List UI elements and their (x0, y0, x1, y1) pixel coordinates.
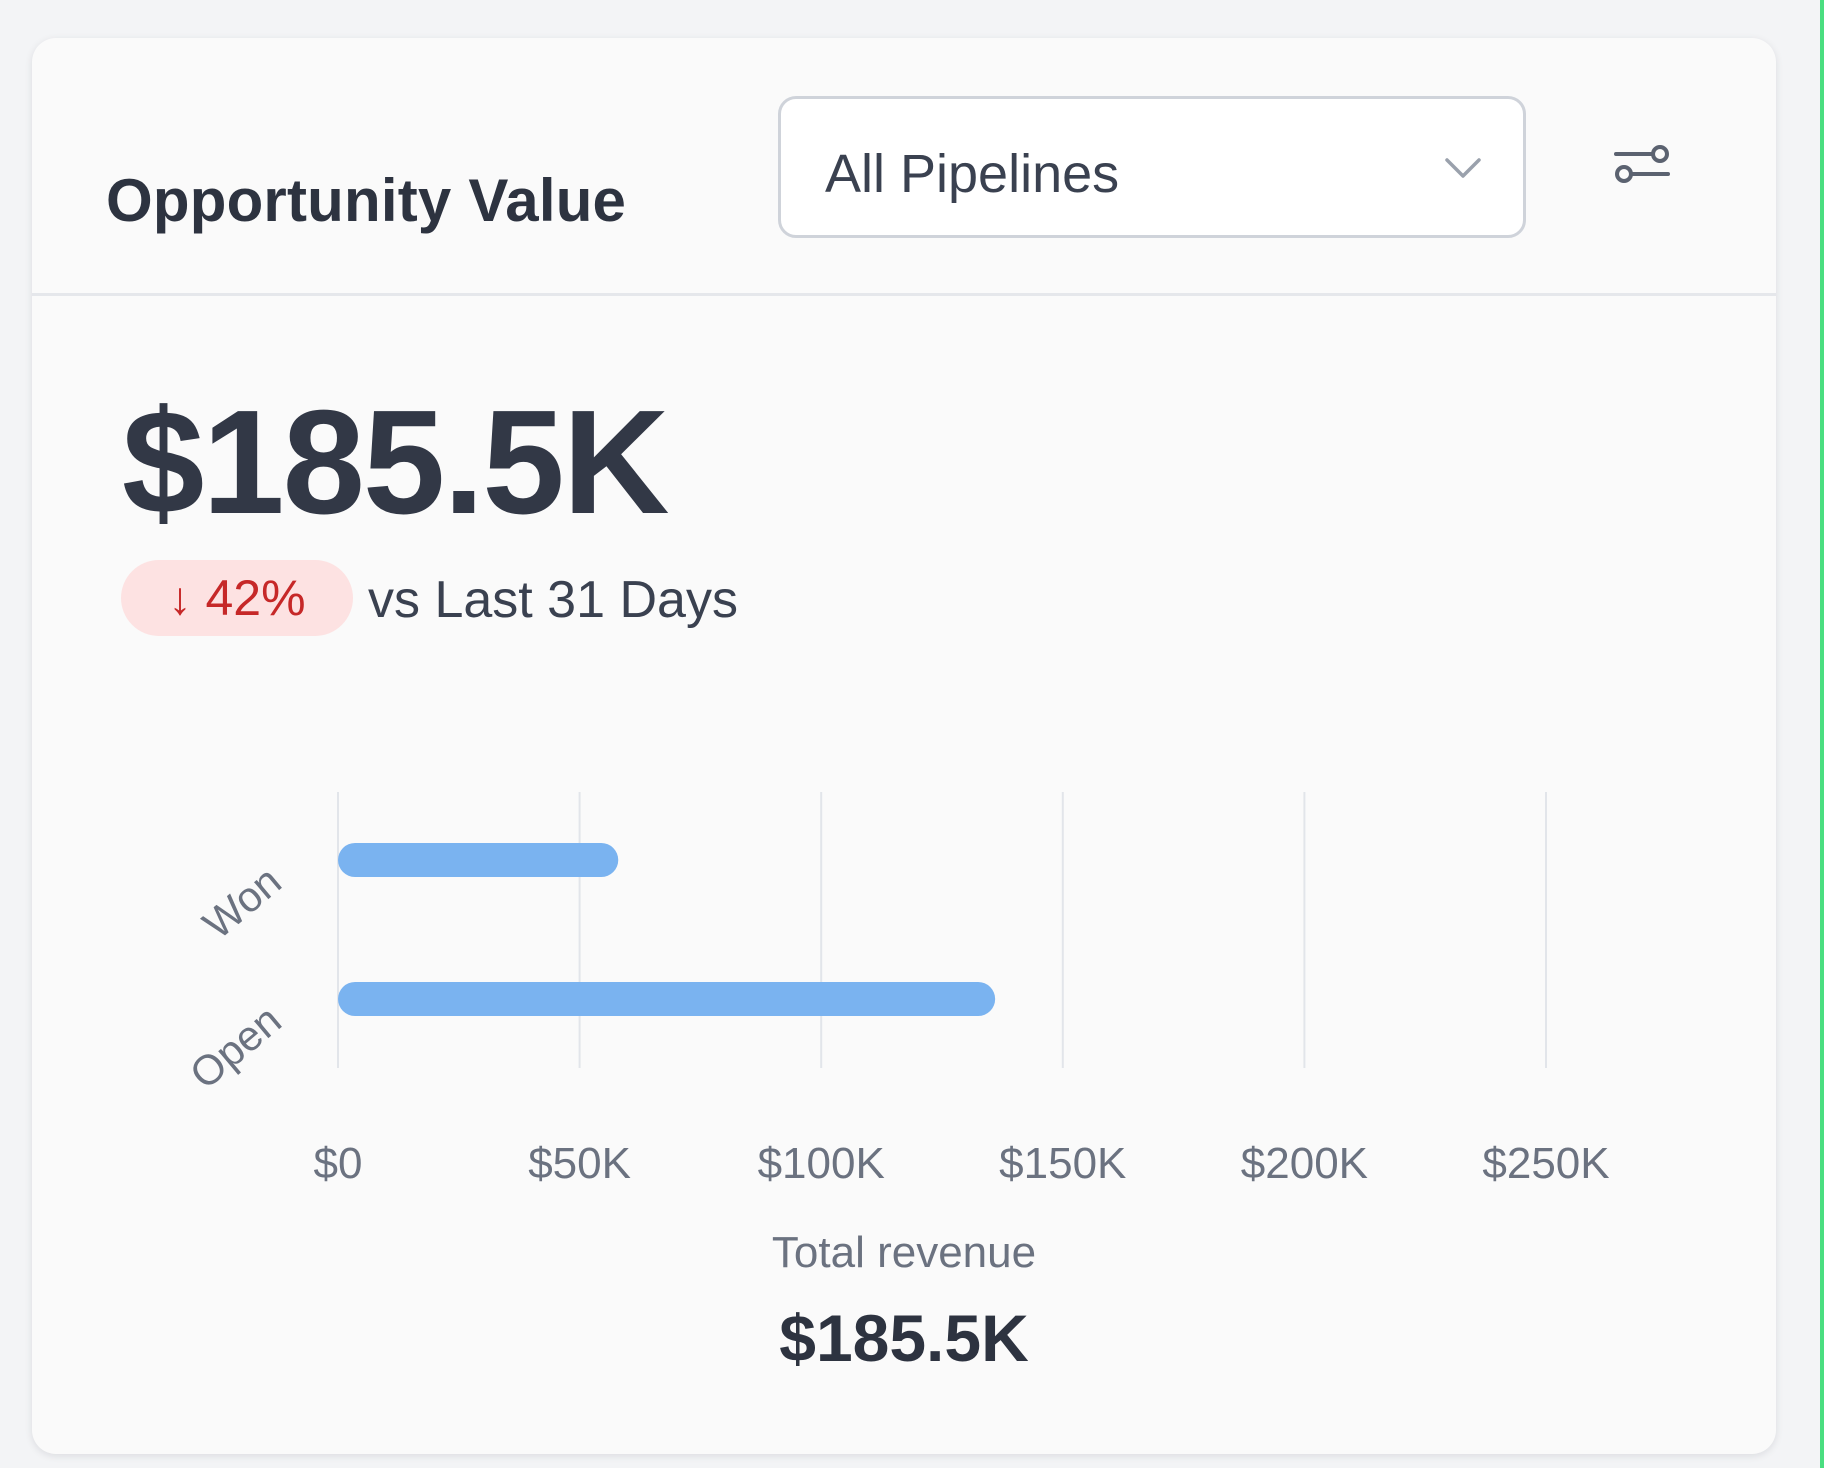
change-badge: ↓ 42% (121, 560, 353, 636)
x-tick-label: $200K (1241, 1139, 1368, 1188)
pipeline-select-value: All Pipelines (825, 144, 1120, 204)
x-tick-label: $150K (999, 1139, 1126, 1188)
x-tick-label: $250K (1482, 1139, 1609, 1188)
x-tick-label: $50K (528, 1139, 631, 1188)
category-label: Won (194, 857, 290, 948)
pipeline-select[interactable]: All Pipelines (778, 96, 1526, 238)
metric-value: $185.5K (122, 380, 670, 545)
opportunity-value-card: Opportunity Value All Pipelines $185.5K … (32, 38, 1776, 1454)
sliders-icon[interactable] (1612, 140, 1672, 188)
card-title: Opportunity Value (106, 167, 627, 234)
category-label: Open (181, 996, 290, 1098)
total-revenue-value: $185.5K (779, 1301, 1029, 1375)
total-revenue-label: Total revenue (771, 1228, 1037, 1277)
chevron-down-icon (1445, 158, 1481, 178)
card-header: Opportunity Value All Pipelines (32, 38, 1776, 296)
window-edge (1820, 0, 1824, 1468)
x-tick-label: $100K (758, 1139, 885, 1188)
change-percent: 42% (205, 570, 306, 626)
arrow-down-icon: ↓ (168, 572, 192, 624)
x-tick-label: $0 (314, 1139, 363, 1188)
opportunity-bar-chart: $0 $50K $100K $150K $200K $250K Won Open (181, 792, 1610, 1188)
comparison-label: vs Last 31 Days (368, 571, 738, 629)
